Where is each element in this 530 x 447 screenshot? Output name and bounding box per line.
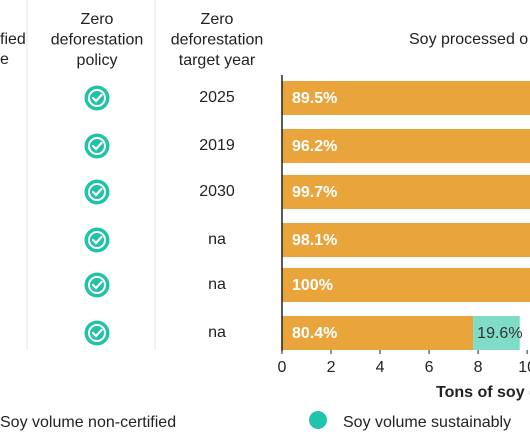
check-icon	[84, 133, 110, 159]
check-icon	[84, 272, 110, 298]
x-tick-label: 8	[474, 359, 483, 376]
bar-segment	[282, 81, 530, 115]
column-header: e	[0, 51, 9, 68]
x-tick-label: 2	[327, 359, 336, 376]
share-label: 89.5%	[292, 90, 337, 107]
legend-label: Soy volume sustainably	[343, 414, 511, 431]
x-tick-label: 0	[278, 359, 287, 376]
share-label: 80.4%	[292, 325, 337, 342]
check-icon	[84, 85, 110, 111]
check-icon	[84, 227, 110, 253]
check-icon	[84, 320, 110, 346]
target-year: na	[208, 231, 226, 248]
bar-segment	[282, 223, 530, 257]
column-header: fied	[0, 31, 26, 48]
column-header: target year	[179, 52, 256, 69]
x-tick-label: 6	[425, 359, 434, 376]
legend-label: Soy volume non-certified	[0, 414, 176, 431]
bar-segment	[473, 316, 520, 350]
column-header: deforestation	[51, 32, 144, 49]
bar-segment	[282, 268, 530, 302]
x-tick-label: 4	[376, 359, 385, 376]
x-tick-label: 10	[518, 359, 530, 376]
legend-swatch	[309, 411, 327, 429]
share-label: 100%	[292, 277, 333, 294]
bar-segment	[282, 175, 530, 209]
column-header: Zero	[81, 11, 114, 28]
target-year: 2030	[199, 183, 235, 200]
target-year: 2019	[199, 137, 235, 154]
x-axis-title: Tons of soy (	[436, 384, 530, 401]
target-year: na	[208, 324, 226, 341]
check-icon	[84, 179, 110, 205]
share-label: 98.1%	[292, 232, 337, 249]
share-label: 96.2%	[292, 138, 337, 155]
column-header: Zero	[201, 11, 234, 28]
column-header: deforestation	[171, 32, 264, 49]
share-label: 99.7%	[292, 184, 337, 201]
chart-title: Soy processed o	[409, 31, 528, 48]
share-label: 19.6%	[477, 325, 522, 342]
target-year: na	[208, 276, 226, 293]
bar-segment	[282, 129, 530, 163]
target-year: 2025	[199, 89, 235, 106]
bar-segment	[282, 316, 474, 350]
column-header: policy	[77, 52, 118, 69]
